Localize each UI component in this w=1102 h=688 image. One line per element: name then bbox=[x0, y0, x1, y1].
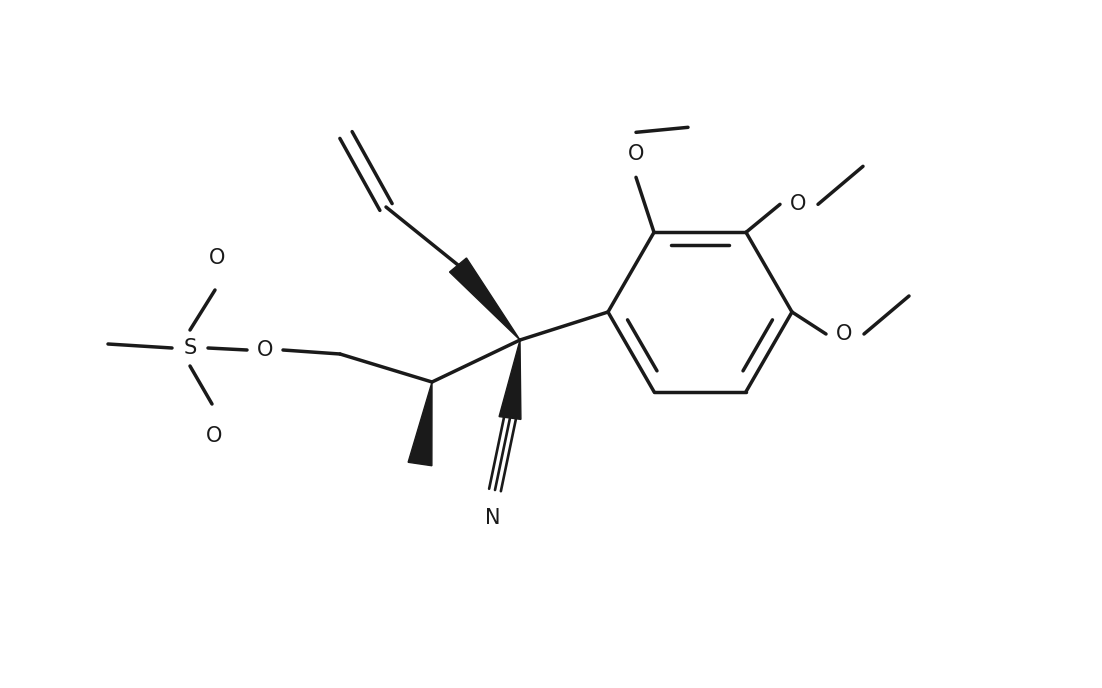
Text: O: O bbox=[628, 144, 645, 164]
Text: N: N bbox=[485, 508, 500, 528]
Text: O: O bbox=[208, 248, 225, 268]
Text: O: O bbox=[790, 194, 807, 215]
Text: S: S bbox=[183, 338, 196, 358]
Text: O: O bbox=[206, 426, 223, 446]
Polygon shape bbox=[450, 258, 520, 340]
Text: O: O bbox=[257, 340, 273, 360]
Polygon shape bbox=[499, 340, 521, 420]
Text: O: O bbox=[835, 324, 852, 344]
Polygon shape bbox=[408, 382, 432, 466]
